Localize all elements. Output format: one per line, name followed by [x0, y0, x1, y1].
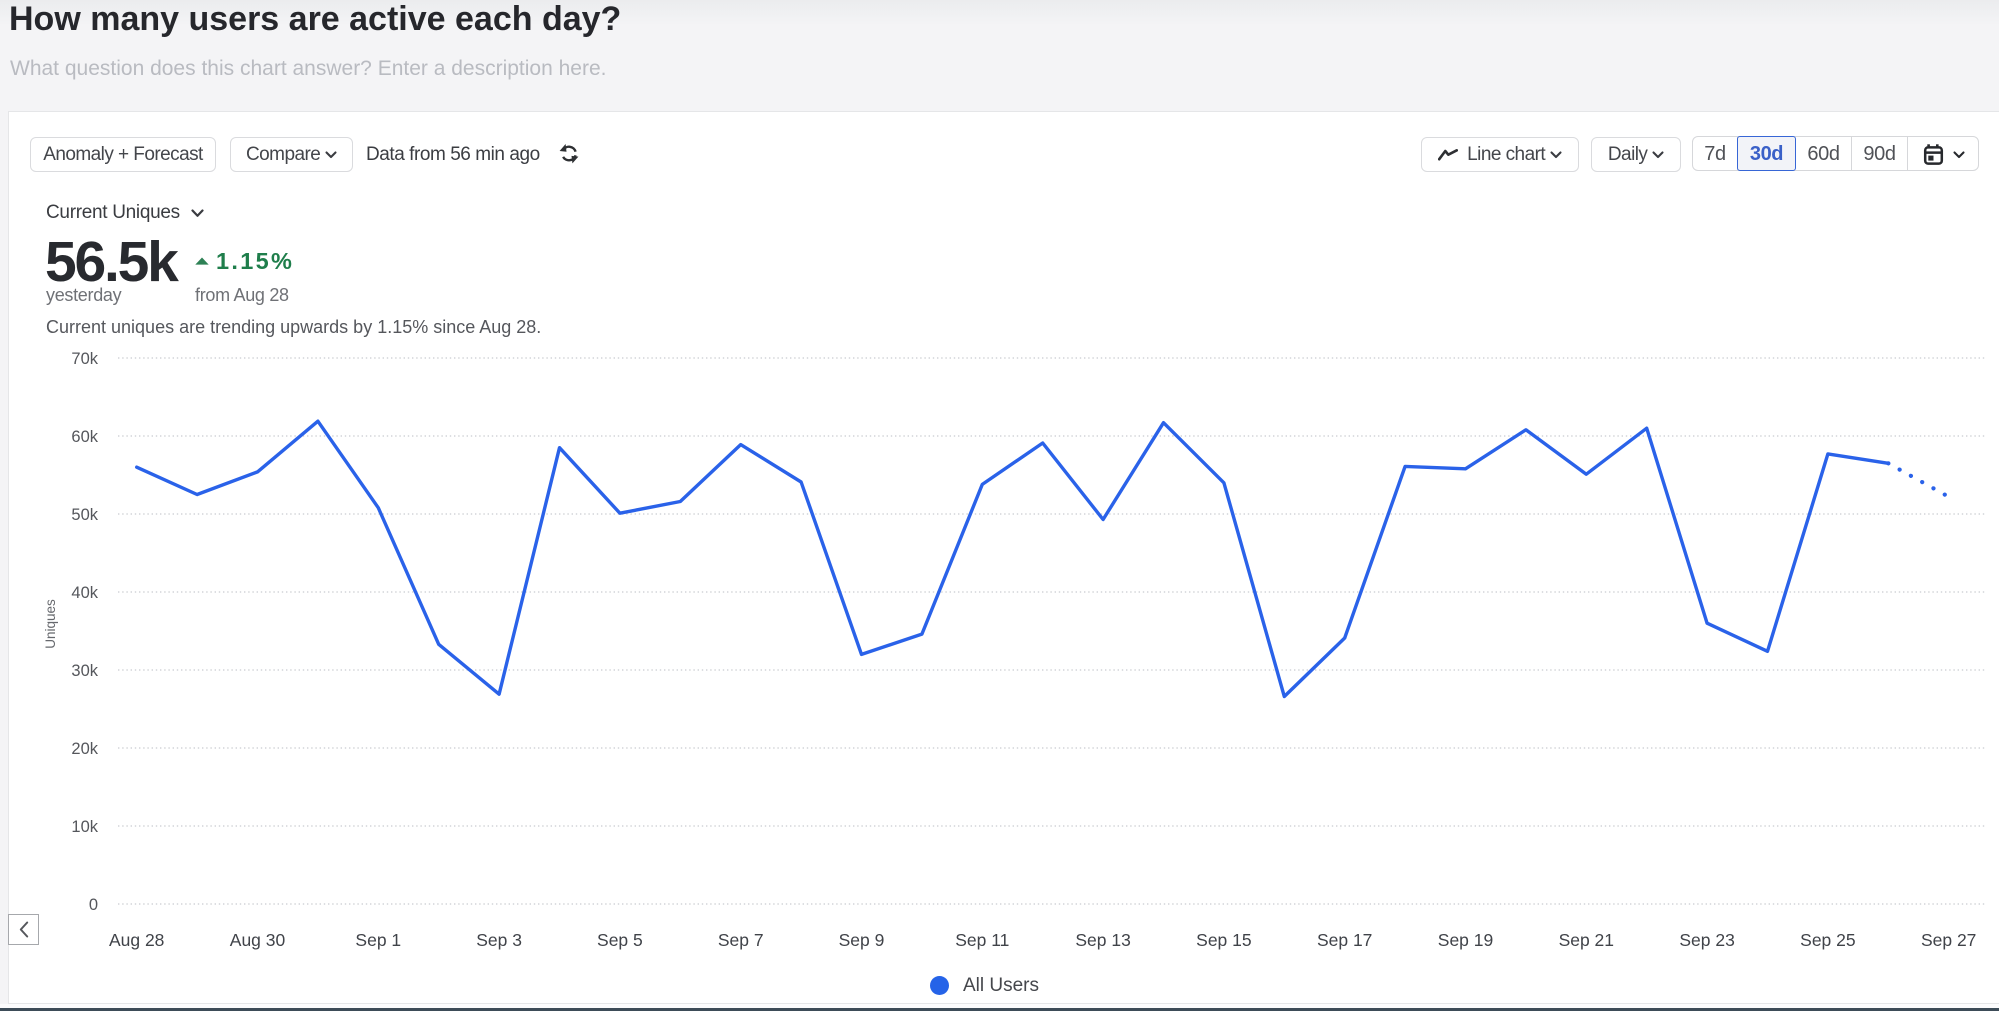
- svg-text:Sep 15: Sep 15: [1196, 930, 1251, 950]
- svg-text:Aug 28: Aug 28: [109, 930, 164, 950]
- svg-text:Sep 13: Sep 13: [1075, 930, 1130, 950]
- svg-text:Sep 3: Sep 3: [476, 930, 522, 950]
- svg-text:Sep 11: Sep 11: [955, 930, 1009, 950]
- svg-text:Uniques: Uniques: [43, 599, 58, 649]
- svg-text:Sep 9: Sep 9: [839, 930, 885, 950]
- svg-text:20k: 20k: [71, 740, 98, 758]
- svg-text:Sep 5: Sep 5: [597, 930, 643, 950]
- svg-text:70k: 70k: [71, 350, 98, 368]
- svg-text:60k: 60k: [71, 428, 98, 446]
- svg-text:10k: 10k: [71, 818, 98, 836]
- svg-text:Sep 23: Sep 23: [1679, 930, 1734, 950]
- svg-text:Aug 30: Aug 30: [230, 930, 286, 950]
- svg-text:0: 0: [89, 896, 98, 914]
- svg-text:Sep 17: Sep 17: [1317, 930, 1372, 950]
- svg-text:Sep 1: Sep 1: [355, 930, 401, 950]
- svg-text:50k: 50k: [71, 506, 98, 524]
- svg-text:Sep 27: Sep 27: [1921, 930, 1976, 950]
- svg-text:40k: 40k: [71, 584, 98, 602]
- svg-text:30k: 30k: [71, 662, 98, 680]
- svg-text:Sep 19: Sep 19: [1438, 930, 1493, 950]
- svg-text:Sep 7: Sep 7: [718, 930, 764, 950]
- svg-text:Sep 25: Sep 25: [1800, 930, 1855, 950]
- svg-text:Sep 21: Sep 21: [1559, 930, 1614, 950]
